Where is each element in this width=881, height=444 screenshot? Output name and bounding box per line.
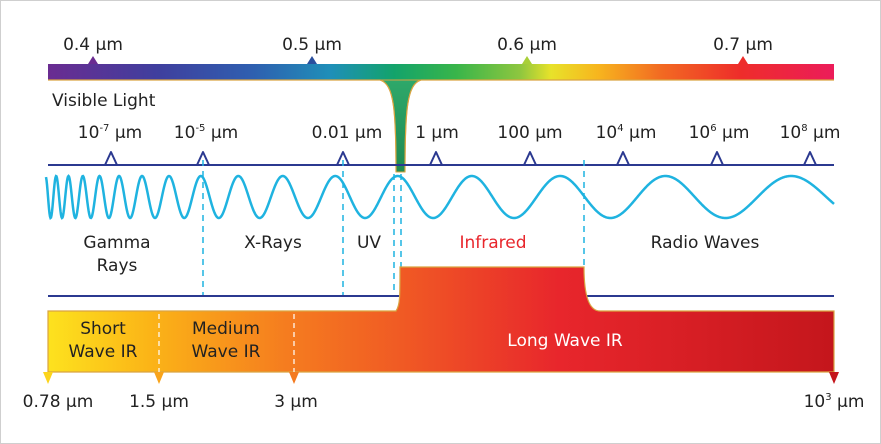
- ir-scale-label: 103 µm: [804, 392, 865, 412]
- region-xrays-label: X-Rays: [244, 233, 302, 253]
- region-gamma-label: Rays: [97, 256, 138, 276]
- wavelength-tick-label: 10-5 µm: [174, 123, 238, 143]
- wavelength-tick-label: 1 µm: [415, 123, 459, 143]
- ir-scale-ticks: [43, 372, 839, 384]
- band-long-label: Long Wave IR: [507, 331, 623, 351]
- band-short-label: Wave IR: [69, 342, 138, 362]
- region-uv-label: UV: [357, 233, 381, 253]
- band-short-label: Short: [80, 319, 126, 339]
- visible-tick-label: 0.5 µm: [282, 35, 342, 55]
- visible-tick-label: 0.4 µm: [63, 35, 123, 55]
- visible-bar-outline: [48, 79, 834, 173]
- ir-band-shape: [47, 266, 835, 373]
- wavelength-tick-label: 108 µm: [780, 123, 841, 143]
- visible-light-title: Visible Light: [52, 91, 156, 111]
- visible-tick-0.4: [88, 56, 98, 64]
- band-medium-label: Medium: [192, 319, 260, 339]
- wavelength-tick: [196, 151, 210, 166]
- wavelength-tick-label: 106 µm: [689, 123, 750, 143]
- wavelength-tick: [429, 151, 443, 166]
- ir-scale-label: 1.5 µm: [129, 392, 189, 412]
- visible-tick-0.6: [522, 56, 532, 64]
- wavelength-ticks: [104, 151, 817, 166]
- wavelength-tick: [104, 151, 118, 166]
- wavelength-tick: [336, 151, 350, 166]
- ir-tick-1000: [829, 372, 839, 384]
- region-infrared-label: Infrared: [459, 233, 526, 253]
- region-gamma-label: Gamma: [83, 233, 150, 253]
- visible-spectrum-bar: [48, 64, 834, 80]
- visible-tick-label: 0.7 µm: [713, 35, 773, 55]
- ir-band-dividers: [158, 314, 295, 372]
- ir-tick-3: [289, 372, 299, 384]
- wavelength-tick: [616, 151, 630, 166]
- wavelength-tick: [803, 151, 817, 166]
- region-radio-label: Radio Waves: [651, 233, 760, 253]
- ir-scale-label: 0.78 µm: [23, 392, 94, 412]
- wavelength-tick-label: 0.01 µm: [312, 123, 383, 143]
- wavelength-tick-label: 104 µm: [596, 123, 657, 143]
- em-wave: [44, 174, 835, 220]
- wavelength-tick-label: 10-7 µm: [78, 123, 142, 143]
- visible-tick-label: 0.6 µm: [497, 35, 557, 55]
- ir-tick-0.78: [43, 372, 53, 384]
- ir-scale-label: 3 µm: [274, 392, 318, 412]
- wavelength-tick: [523, 151, 537, 166]
- ir-tick-1.5: [154, 372, 164, 384]
- visible-tick-0.5: [307, 56, 317, 64]
- wavelength-tick-label: 100 µm: [497, 123, 562, 143]
- band-medium-label: Wave IR: [192, 342, 261, 362]
- visible-tick-0.7: [738, 56, 748, 64]
- region-dividers: [202, 160, 585, 296]
- wavelength-tick: [710, 151, 724, 166]
